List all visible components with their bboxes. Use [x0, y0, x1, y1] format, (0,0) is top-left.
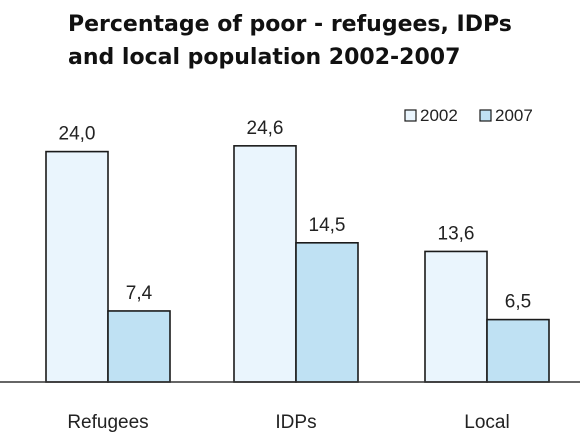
legend-swatch-2002 [404, 109, 417, 122]
value-label-local-2002: 13,6 [438, 223, 475, 244]
bar-idps-2007 [295, 242, 359, 383]
legend-swatch-2007 [479, 109, 492, 122]
category-label-refugees: Refugees [67, 412, 148, 433]
value-label-refugees-2007: 7,4 [126, 283, 153, 304]
bar-refugees-2002 [45, 150, 109, 383]
value-label-refugees-2002: 24,0 [59, 124, 96, 145]
legend-label-2007: 2007 [495, 106, 533, 125]
bar-local-2007 [486, 318, 550, 383]
category-label-local: Local [464, 412, 509, 433]
bar-refugees-2007 [107, 310, 171, 383]
chart-title-line-1: Percentage of poor - refugees, IDPs [68, 12, 512, 37]
value-label-local-2007: 6,5 [505, 292, 531, 313]
category-label-idps: IDPs [275, 412, 316, 433]
legend-label-2002: 2002 [420, 106, 458, 125]
value-label-idps-2007: 14,5 [309, 215, 346, 236]
chart-title-line-2: and local population 2002-2007 [68, 45, 461, 70]
value-label-idps-2002: 24,6 [247, 118, 284, 139]
bar-local-2002 [424, 250, 488, 383]
chart-title: Percentage of poor - refugees, IDPs and … [68, 8, 548, 74]
bar-idps-2002 [233, 145, 297, 383]
